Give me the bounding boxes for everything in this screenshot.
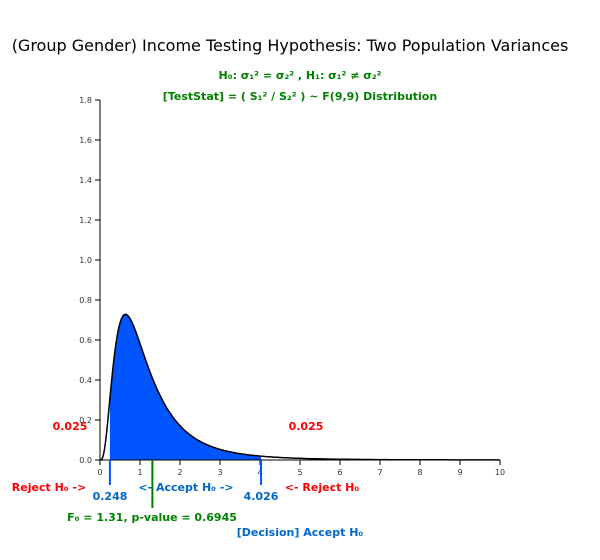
y-tick-label: 1.0 — [79, 256, 92, 265]
y-tick-label: 1.4 — [79, 176, 92, 185]
reject-right-label: <- Reject H₀ — [285, 481, 360, 494]
x-tick-label: 6 — [337, 468, 342, 477]
x-tick-label: 4 — [257, 468, 262, 477]
tail-right-label: 0.025 — [289, 420, 324, 433]
x-tick-label: 9 — [457, 468, 462, 477]
decision-label: [Decision] Accept H₀ — [237, 526, 364, 539]
y-tick-label: 1.6 — [79, 136, 92, 145]
accept-region-label: <- Accept H₀ -> — [138, 481, 233, 494]
x-tick-label: 3 — [217, 468, 222, 477]
y-tick-label: 0.6 — [79, 336, 92, 345]
y-tick-label: 1.8 — [79, 96, 92, 105]
x-tick-label: 0 — [97, 468, 102, 477]
y-tick-label: 0.8 — [79, 296, 92, 305]
x-tick-label: 5 — [297, 468, 302, 477]
critical-lower-label: 0.248 — [93, 490, 128, 503]
test-statistic-text: [TestStat] = ( S₁² / S₂² ) ~ F(9,9) Dist… — [163, 90, 437, 103]
y-tick-label: 0.4 — [79, 376, 92, 385]
x-tick-label: 2 — [177, 468, 182, 477]
x-tick-label: 10 — [495, 468, 505, 477]
critical-upper-label: 4.026 — [244, 490, 279, 503]
accept-region-area — [109, 314, 262, 460]
y-tick-label: 0.2 — [79, 416, 92, 425]
hypothesis-text: H₀: σ₁² = σ₂² , H₁: σ₁² ≠ σ₂² — [219, 69, 382, 82]
plot-area: 0.0 0.2 0.4 0.6 0.8 1.0 1.2 1.4 1.6 1.8 0 1 2 3 4 5 6 7 8 9… — [79, 96, 505, 508]
x-tick-label: 1 — [137, 468, 142, 477]
reject-left-label: Reject H₀ -> — [12, 481, 86, 494]
observed-statistic-label: F₀ = 1.31, p-value = 0.6945 — [67, 511, 237, 524]
y-tick-label: 0.0 — [79, 456, 92, 465]
x-tick-label: 7 — [377, 468, 382, 477]
y-tick-label: 1.2 — [79, 216, 92, 225]
chart-title: (Group Gender) Income Testing Hypothesis… — [12, 36, 569, 55]
tail-left-label: 0.025 — [53, 420, 88, 433]
x-tick-label: 8 — [417, 468, 422, 477]
